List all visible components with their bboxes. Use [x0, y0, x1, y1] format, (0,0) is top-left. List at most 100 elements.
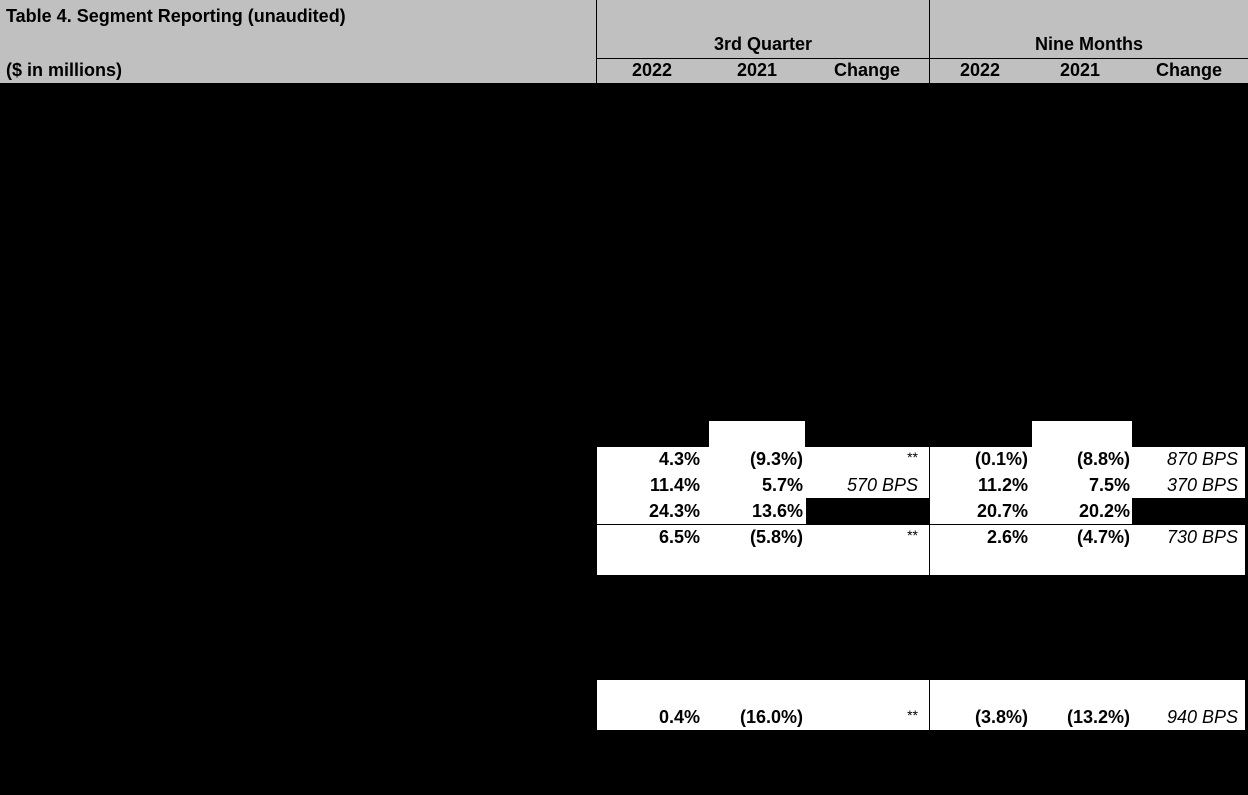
cell-q-change: 20.4% — [866, 603, 918, 623]
row-label: Commercial — [22, 449, 119, 469]
cell-n-change: (6.4%) — [1184, 629, 1238, 649]
cell-n-change: ** — [1227, 372, 1238, 388]
footnote-marker: ** — [6, 762, 17, 778]
col-header-q2021: 2021 — [736, 60, 778, 80]
cell-q-change: ** — [907, 707, 918, 723]
header-rule — [596, 58, 1248, 59]
cell-n2021: ($200.4) — [1062, 294, 1130, 314]
cell-n-change: 47.2% — [1186, 346, 1238, 366]
row-label: Aftermarket — [22, 190, 116, 210]
cell-q2021: (9.3%) — [749, 449, 803, 469]
cell-q-change: ** — [907, 527, 918, 543]
cell-n2021: 7.5% — [1088, 475, 1130, 495]
cell-q-change: 30.3% — [866, 216, 918, 236]
cell-n2021: $2,283.8 — [1059, 138, 1130, 158]
row-label: Total Segment Revenues — [6, 216, 208, 236]
cell-n2021: 32.3 — [1094, 320, 1130, 340]
cell-n-change: 61.3% — [1186, 320, 1238, 340]
cell-q2021: 13.6% — [751, 501, 803, 521]
cell-n2022: 238.5 — [982, 190, 1028, 210]
cell-q2022: (9.3) — [662, 629, 700, 649]
highlight-cell — [709, 421, 805, 448]
cell-q2022: 11.4% — [649, 475, 700, 495]
section-title-unallocated: Unallocated Expense — [6, 577, 177, 597]
cell-n-change: 31.6% — [1186, 138, 1238, 158]
highlight-cell — [1032, 421, 1132, 448]
cell-q2022: ($69.1) — [642, 603, 700, 623]
cell-n-change: 940 BPS — [1166, 707, 1238, 727]
cell-n2022: $3,004.4 — [957, 138, 1028, 158]
cell-q2022: 80.3 — [664, 190, 700, 210]
group-header-quarter: 3rd Quarter — [713, 34, 813, 54]
operating-margin-highlight — [597, 680, 1245, 730]
cell-n-change: 28.7% — [1186, 216, 1238, 236]
header-divider — [929, 0, 930, 83]
cell-n-change: 50 BPS — [1176, 501, 1238, 521]
cell-n-change: 870 BPS — [1166, 449, 1238, 469]
row-label: Commercial — [22, 138, 119, 158]
cell-n2021: ($380.2) — [1062, 655, 1130, 675]
cell-q2021: ($72.8) — [745, 294, 803, 314]
cell-n2022: $97.9 — [982, 372, 1028, 392]
cell-n2022: 11.2% — [977, 475, 1028, 495]
cell-q-change: 570 BPS — [846, 475, 918, 495]
cell-n2022: 2.6% — [986, 527, 1028, 547]
row-label: Total Earnings (Loss) from Operations — [6, 655, 310, 675]
row-label: Aftermarket — [22, 501, 116, 521]
cell-q-change: 27.3% — [866, 629, 918, 649]
cell-n-change: 370 BPS — [1166, 475, 1238, 495]
cell-n-change: 3.5% — [1196, 603, 1238, 623]
row-label: Research & Development — [22, 629, 228, 649]
row-label: Total Segment Operating Earnings (Loss) … — [6, 527, 488, 547]
cell-n2022: ($142.4) — [960, 655, 1028, 675]
cell-n2021: 433.0 — [1084, 164, 1130, 184]
cell-q2021: ($156.6) — [735, 655, 803, 675]
cell-q2022: 18.4 — [664, 320, 700, 340]
cell-n2021: 20.2% — [1078, 501, 1130, 521]
column-divider — [929, 680, 930, 730]
cell-n2022: (36.5) — [980, 629, 1028, 649]
cell-n2022: 49.3 — [992, 346, 1028, 366]
cell-n-change: 62.5% — [1186, 655, 1238, 675]
cell-q2021: (16.0%) — [739, 707, 803, 727]
cell-q2022: 6.5% — [658, 527, 700, 547]
cell-q2022: 4.3% — [658, 449, 700, 469]
cell-n-change: 730 BPS — [1166, 527, 1238, 547]
cell-n2021: (13.2%) — [1066, 707, 1130, 727]
cell-n2021: ($211.3) — [1063, 603, 1130, 623]
cell-n2022: (0.1%) — [974, 449, 1028, 469]
cell-n2021: 166.1 — [1084, 190, 1130, 210]
cell-q-change: 38.2% — [866, 190, 918, 210]
cell-q2022: 24.3% — [648, 501, 700, 521]
cell-q-change: ** — [907, 372, 918, 388]
cell-q2021: 58.1 — [767, 190, 803, 210]
cell-n2021: (4.7%) — [1076, 527, 1130, 547]
cell-n2021: 33.5 — [1094, 346, 1130, 366]
footnote-text: Represents an amount in excess of 100% o… — [50, 764, 566, 784]
cell-n2022: ($3.5) — [980, 294, 1028, 314]
cell-q2021: (12.8) — [755, 629, 803, 649]
cell-q-change: 17.3% — [866, 164, 918, 184]
cell-n2022: (3.8%) — [974, 707, 1028, 727]
header-divider — [596, 0, 597, 83]
cell-q2021: 7.9 — [777, 346, 803, 366]
cell-q2021: 137.8 — [757, 164, 803, 184]
cell-q2021: 7.9 — [777, 320, 803, 340]
row-label: Total Operating Earnings (Loss) as % of … — [6, 707, 411, 727]
masked-cell — [806, 498, 929, 524]
masked-cell — [1132, 498, 1245, 524]
col-header-n2021: 2021 — [1059, 60, 1101, 80]
row-label: Defense & Space — [22, 475, 163, 495]
row-label: Defense & Space — [22, 320, 163, 340]
cell-q2021: (5.8%) — [749, 527, 803, 547]
cell-q2021: $980.0 — [747, 216, 803, 236]
section-title-margins: Segment Operating Earnings (Loss) as % o… — [6, 424, 445, 444]
cell-q-change: 32.0% — [866, 138, 918, 158]
cell-n2021: $2,882.9 — [1059, 216, 1130, 236]
cell-n2022: $3,709.5 — [957, 216, 1028, 236]
cell-n2022: 466.6 — [982, 164, 1028, 184]
total-rule — [597, 524, 1245, 525]
row-label: Aftermarket — [22, 346, 116, 366]
cell-q2021: ($86.8) — [745, 603, 803, 623]
cell-n-change: 98.3% — [1186, 294, 1238, 314]
